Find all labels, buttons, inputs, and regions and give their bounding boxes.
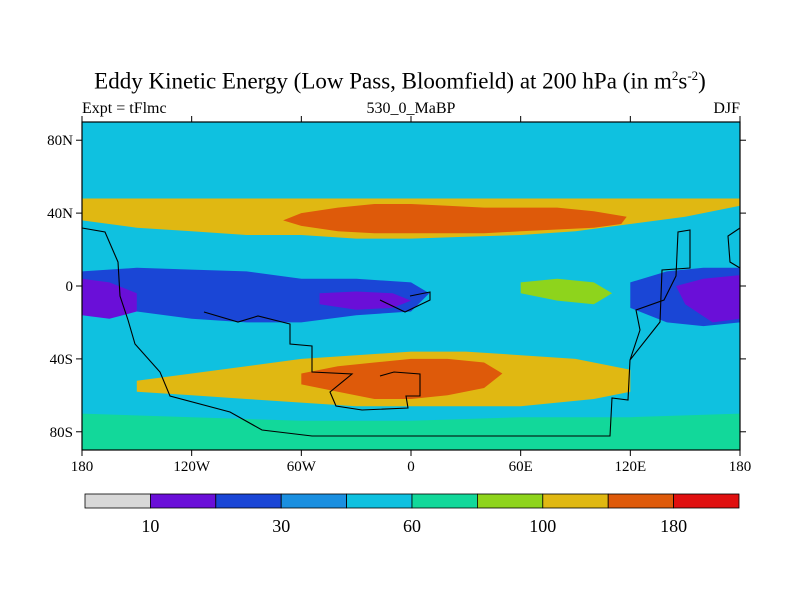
contour-tropical-min-atlantic — [319, 291, 411, 310]
x-tick-label: 120E — [614, 459, 646, 475]
y-tick-label: 40S — [50, 352, 73, 368]
colorbar-label: 30 — [272, 516, 290, 536]
season-label: DJF — [713, 100, 740, 117]
y-tick-label: 80S — [50, 425, 73, 441]
contour-tropical-low-west — [82, 267, 430, 323]
contour-tropical-low-east-core — [676, 275, 740, 323]
coastline-segment — [203, 311, 421, 411]
colorbar-label: 100 — [529, 516, 556, 536]
colorbar-swatch — [542, 493, 609, 509]
x-tick-label: 120W — [173, 459, 211, 475]
title-exponent-1: 2 — [671, 68, 679, 83]
y-tick-label: 40N — [47, 206, 73, 222]
contour-nh-jet-core — [283, 204, 627, 234]
contour-tropical-low-core — [82, 278, 137, 319]
x-tick-label: 180 — [729, 459, 752, 475]
y-tick-label: 0 — [66, 279, 74, 295]
colorbar-swatch — [476, 493, 544, 509]
colorbar-swatch — [84, 493, 151, 509]
chart-title: Eddy Kinetic Energy (Low Pass, Bloomfiel… — [0, 68, 800, 95]
contour-sh-polar-band — [82, 413, 740, 450]
x-tick-label: 180 — [71, 459, 94, 475]
colorbar-swatch — [607, 493, 675, 509]
colorbar-label: 10 — [141, 516, 159, 536]
colorbar-label: 180 — [660, 516, 687, 536]
y-axis: 80N 40N 0 40S 80S — [47, 133, 746, 441]
coastline — [81, 227, 741, 437]
y-tick-label: 80N — [47, 133, 73, 149]
title-exponent-2: -2 — [687, 68, 699, 83]
contour-regions — [82, 198, 740, 450]
colorbar-swatch — [411, 493, 478, 509]
x-tick-label: 0 — [407, 459, 415, 475]
coastline-segment — [379, 291, 431, 313]
colorbar-swatch — [346, 493, 413, 509]
contour-sh-jet-core — [301, 358, 503, 399]
title-main: Eddy Kinetic Energy (Low Pass, Bloomfiel… — [94, 68, 672, 94]
plot-area — [81, 121, 741, 451]
experiment-label: Expt = tFlmc — [82, 100, 167, 117]
center-label: 530_0_MaBP — [366, 100, 456, 117]
title-end: ) — [698, 68, 706, 94]
title-mid: s — [678, 68, 688, 94]
colorbar-swatch — [280, 493, 348, 509]
contour-indian-ocean-band — [520, 278, 613, 305]
x-tick-label: 60E — [509, 459, 533, 475]
colorbar-swatch — [673, 493, 740, 509]
coastline-segment — [727, 227, 741, 269]
colorbar-swatch — [215, 493, 282, 509]
colorbar-swatch — [149, 493, 217, 509]
colorbar-label: 60 — [403, 516, 421, 536]
coastline-segment — [81, 227, 691, 437]
x-tick-label: 60W — [287, 459, 317, 475]
x-axis: 180 120W 60W 0 60E 120E 180 — [71, 116, 752, 475]
colorbar: 10 30 60 100 180 — [84, 493, 740, 536]
